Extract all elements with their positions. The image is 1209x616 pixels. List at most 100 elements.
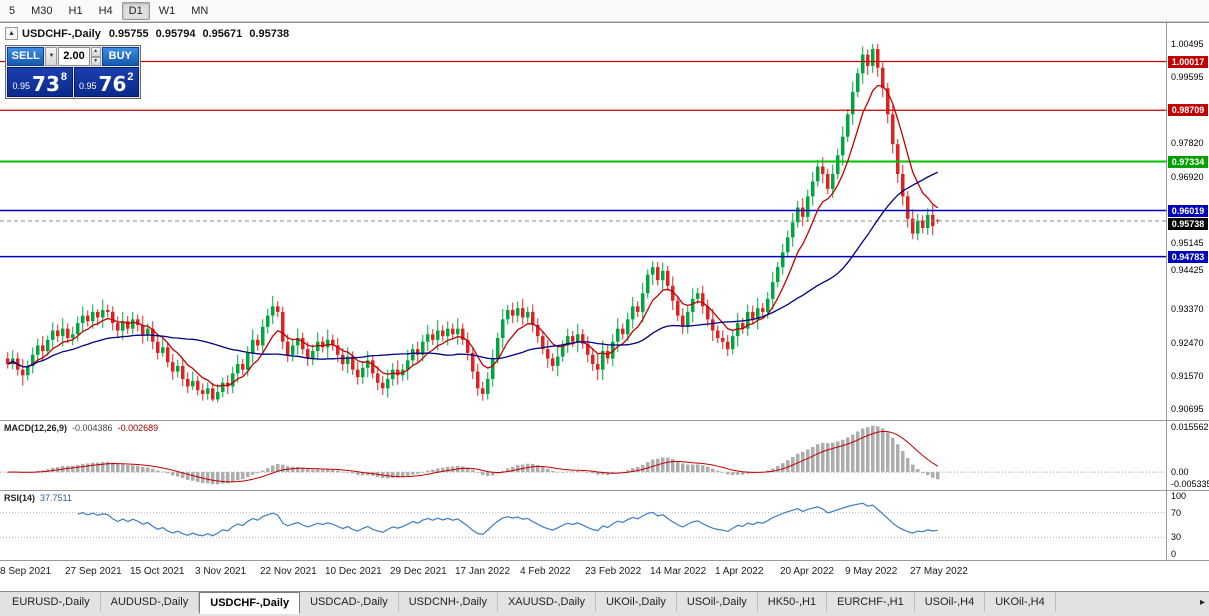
tab-ukoil-h4[interactable]: UKOil-,H4 [985, 592, 1056, 612]
ohlc-close: 0.95738 [249, 27, 290, 40]
date-label: 27 May 2022 [910, 566, 968, 577]
macd-title: MACD(12,26,9) -0.004386 -0.002689 [4, 423, 158, 433]
date-label: 23 Feb 2022 [585, 566, 642, 577]
price-tick: 1.00495 [1171, 38, 1204, 49]
buy-price-display[interactable]: 0.95 76 2 [73, 67, 139, 97]
horizontal-lines[interactable] [0, 60, 1166, 258]
sell-button[interactable]: SELL [7, 47, 45, 66]
tf-button-5[interactable]: 5 [9, 4, 16, 17]
tab-usdchf-daily[interactable]: USDCHF-,Daily [199, 592, 301, 614]
tab-usoil-daily[interactable]: USOil-,Daily [677, 592, 758, 612]
price-tick: 0.95145 [1171, 238, 1204, 249]
tab-usoil-h4[interactable]: USOil-,H4 [915, 592, 986, 612]
date-label: 20 Apr 2022 [780, 566, 834, 577]
price-tick: 0.97820 [1171, 138, 1204, 149]
rsi-value: 37.7511 [40, 493, 72, 503]
tf-button-w1[interactable]: W1 [158, 4, 176, 17]
chart-window: ▲ USDCHF-,Daily 0.95755 0.95794 0.95671 … [0, 22, 1209, 616]
ohlc-readout: 0.95755 0.95794 0.95671 0.95738 [105, 28, 289, 40]
date-label: 14 Mar 2022 [650, 566, 707, 577]
buy-price-big: 76 [98, 72, 127, 96]
rsi-axis-label: 70 [1171, 507, 1182, 518]
ma-slow-line [7, 171, 939, 368]
price-badge: 0.97334 [1168, 155, 1208, 168]
macd-signal-line [7, 430, 939, 483]
date-label: 9 May 2022 [845, 566, 898, 577]
rsi-axis-label: 100 [1171, 491, 1187, 501]
macd-canvas[interactable] [0, 421, 1166, 489]
tf-button-d1[interactable]: D1 [121, 1, 150, 20]
price-badge: 0.95738 [1168, 218, 1208, 230]
time-axis-corner [1167, 561, 1209, 591]
main-chart-plot[interactable]: ▲ USDCHF-,Daily 0.95755 0.95794 0.95671 … [0, 23, 1167, 420]
price-badge: 0.96019 [1168, 204, 1208, 217]
date-label: 22 Nov 2021 [260, 566, 317, 577]
tab-audusd-daily[interactable]: AUDUSD-,Daily [101, 592, 200, 612]
price-tick: 0.96920 [1171, 171, 1204, 182]
date-label: 29 Dec 2021 [390, 566, 447, 577]
lot-spinner-up[interactable]: ▲ [90, 47, 101, 57]
date-label: 4 Feb 2022 [520, 566, 571, 577]
one-click-trade-panel: SELL ▼ 2.00 ▲ ▼ BUY 0.95 73 8 [5, 45, 141, 99]
symbol-tab-bar: EURUSD-,Daily AUDUSD-,Daily USDCHF-,Daily U… [0, 591, 1209, 616]
price-badge: 0.98709 [1168, 104, 1208, 117]
tf-button-h1[interactable]: H1 [68, 4, 83, 17]
price-tick: 0.92470 [1171, 337, 1204, 348]
lot-dropdown-button[interactable]: ▼ [45, 47, 58, 66]
tab-scroll-right-icon[interactable]: ▸ [1199, 597, 1205, 608]
rsi-axis[interactable]: 100 70 30 0 [1167, 491, 1209, 560]
main-chart-canvas[interactable] [0, 23, 1166, 420]
macd-panel[interactable]: MACD(12,26,9) -0.004386 -0.002689 [0, 421, 1167, 490]
date-label: 27 Sep 2021 [65, 566, 122, 577]
macd-axis-label: -0.005335 [1171, 479, 1209, 489]
rsi-panel[interactable]: RSI(14) 37.7511 [0, 491, 1167, 560]
buy-price-pip: 2 [127, 71, 134, 83]
macd-axis-label: 0.015562 [1171, 422, 1209, 432]
date-label: 8 Sep 2021 [0, 566, 52, 577]
rsi-line [77, 502, 938, 537]
tf-button-mn[interactable]: MN [191, 4, 209, 17]
price-axis[interactable]: 1.00495 0.99595 0.97820 0.96920 0.95145 0.944… [1167, 23, 1209, 420]
tab-usdcnh-daily[interactable]: USDCNH-,Daily [399, 592, 498, 612]
tab-xauusd-daily[interactable]: XAUUSD-,Daily [498, 592, 596, 612]
price-tick: 0.94425 [1171, 264, 1204, 275]
tf-button-h4[interactable]: H4 [98, 4, 113, 17]
tab-ukoil-daily[interactable]: UKOil-,Daily [596, 592, 677, 612]
price-tick: 0.90695 [1171, 404, 1204, 414]
tab-hk50-h1[interactable]: HK50-,H1 [758, 592, 828, 612]
tab-usdcad-daily[interactable]: USDCAD-,Daily [300, 592, 399, 612]
sell-price-pip: 8 [60, 71, 67, 83]
date-label: 3 Nov 2021 [195, 566, 247, 577]
macd-value-main: -0.004386 [72, 423, 113, 433]
macd-value-signal: -0.002689 [117, 423, 159, 433]
tf-button-m30[interactable]: M30 [31, 4, 53, 17]
macd-axis[interactable]: 0.015562 0.00 -0.005335 [1167, 421, 1209, 490]
price-badge: 1.00017 [1168, 55, 1208, 68]
date-label: 15 Oct 2021 [130, 566, 185, 577]
chart-title-bar: ▲ USDCHF-,Daily 0.95755 0.95794 0.95671 … [5, 27, 289, 40]
ma-fast-line [7, 84, 939, 387]
price-tick: 0.99595 [1171, 72, 1204, 83]
rsi-canvas[interactable] [0, 491, 1166, 559]
ohlc-high: 0.95794 [155, 27, 196, 40]
lot-input[interactable]: 2.00 [58, 47, 90, 66]
sell-price-display[interactable]: 0.95 73 8 [7, 67, 73, 97]
tab-eurusd-daily[interactable]: EURUSD-,Daily [2, 592, 101, 612]
ohlc-open: 0.95755 [108, 27, 149, 40]
rsi-name: RSI(14) [4, 493, 36, 503]
rsi-axis-label: 30 [1171, 532, 1182, 543]
timeframe-toolbar: 5 M30 H1 H4 D1 W1 MN [0, 0, 1209, 22]
sell-price-prefix: 0.95 [12, 81, 31, 91]
price-badge: 0.94783 [1168, 250, 1208, 263]
buy-price-prefix: 0.95 [79, 81, 97, 91]
price-tick: 0.93370 [1171, 304, 1204, 315]
time-axis[interactable]: 8 Sep 2021 27 Sep 2021 15 Oct 2021 3 Nov 20… [0, 561, 1167, 591]
lot-spinner-down[interactable]: ▼ [90, 56, 101, 66]
one-click-collapse-button[interactable]: ▲ [5, 27, 18, 40]
chart-symbol-label: USDCHF-,Daily [22, 27, 101, 40]
date-label: 10 Dec 2021 [325, 566, 382, 577]
buy-button[interactable]: BUY [101, 47, 139, 66]
tab-eurchf-h1[interactable]: EURCHF-,H1 [827, 592, 915, 612]
rsi-title: RSI(14) 37.7511 [4, 493, 72, 503]
macd-histogram [6, 425, 940, 485]
